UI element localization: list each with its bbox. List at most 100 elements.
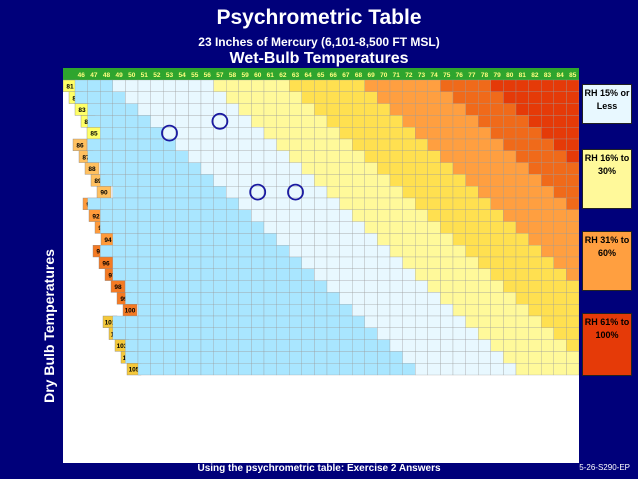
table-cell: [188, 115, 202, 128]
table-cell: [200, 174, 214, 187]
table-cell: [100, 162, 113, 175]
table-cell: [541, 351, 554, 364]
table-cell: [163, 304, 176, 317]
table-cell: [301, 351, 315, 364]
table-cell: [452, 233, 466, 246]
table-cell: [478, 197, 491, 210]
table-cell: [427, 221, 441, 234]
table-cell: [503, 233, 517, 246]
table-cell: [289, 304, 302, 317]
table-cell: [326, 256, 340, 269]
table-cell: [440, 150, 454, 163]
table-cell: [452, 162, 466, 175]
table-cell: [377, 327, 391, 340]
table-cell: [289, 292, 302, 305]
table-cell: [402, 363, 416, 376]
dry-bulb-label: 100: [125, 308, 136, 315]
table-cell: [528, 197, 542, 210]
table-cell: [112, 103, 126, 116]
table-cell: [553, 91, 567, 104]
table-cell: [100, 197, 113, 210]
table-cell: [175, 103, 189, 116]
table-cell: [465, 327, 479, 340]
table-cell: [238, 174, 252, 187]
table-cell: [415, 197, 428, 210]
wet-bulb-header: 50: [128, 72, 136, 79]
table-cell: [251, 103, 265, 116]
table-cell: [452, 315, 466, 328]
table-cell: [352, 233, 365, 246]
table-cell: [163, 327, 176, 340]
dry-bulb-label: 94: [104, 237, 112, 244]
table-cell: [503, 245, 517, 258]
table-cell: [150, 327, 164, 340]
table-cell: [389, 351, 403, 364]
table-cell: [566, 127, 579, 140]
table-cell: [213, 209, 227, 222]
table-cell: [440, 162, 454, 175]
table-cell: [326, 304, 340, 317]
table-cell: [213, 256, 227, 269]
table-cell: [364, 339, 378, 352]
table-cell: [226, 327, 239, 340]
table-cell: [188, 280, 202, 293]
table-cell: [213, 327, 227, 340]
table-cell: [175, 363, 189, 376]
table-cell: [490, 197, 504, 210]
dry-bulb-label: 96: [102, 261, 110, 268]
table-cell: [490, 127, 504, 140]
answer-circle: [287, 183, 304, 201]
table-cell: [263, 209, 277, 222]
table-cell: [125, 150, 139, 163]
table-cell: [251, 292, 265, 305]
table-cell: [74, 79, 88, 92]
table-cell: [515, 197, 529, 210]
table-cell: [238, 339, 252, 352]
table-cell: [478, 209, 491, 222]
table-cell: [452, 363, 466, 376]
footer-caption: Using the psychrometric table: Exercise …: [197, 463, 441, 474]
table-cell: [490, 315, 504, 328]
table-cell: [314, 339, 328, 352]
table-cell: [125, 197, 139, 210]
table-cell: [238, 351, 252, 364]
table-cell: [175, 304, 189, 317]
table-cell: [415, 245, 428, 258]
table-cell: [452, 221, 466, 234]
table-cell: [503, 363, 517, 376]
table-cell: [503, 91, 517, 104]
table-cell: [226, 280, 239, 293]
table-cell: [301, 91, 315, 104]
table-cell: [339, 363, 353, 376]
table-cell: [377, 233, 391, 246]
table-cell: [200, 127, 214, 140]
table-cell: [478, 351, 491, 364]
table-cell: [200, 339, 214, 352]
table-cell: [352, 327, 365, 340]
table-cell: [326, 186, 340, 199]
table-cell: [389, 256, 403, 269]
table-cell: [389, 91, 403, 104]
wet-bulb-header: 56: [204, 72, 212, 79]
table-cell: [389, 268, 403, 281]
table-cell: [213, 138, 227, 151]
table-cell: [276, 339, 290, 352]
table-cell: [289, 91, 302, 104]
table-cell: [263, 292, 277, 305]
table-cell: [289, 221, 302, 234]
table-cell: [553, 351, 567, 364]
table-cell: [238, 304, 252, 317]
table-cell: [440, 186, 454, 199]
answer-circle: [249, 183, 267, 201]
table-cell: [301, 150, 315, 163]
table-cell: [276, 174, 290, 187]
table-cell: [541, 233, 554, 246]
table-cell: [200, 103, 214, 116]
table-cell: [377, 268, 391, 281]
table-cell: [427, 351, 441, 364]
wet-bulb-header: 65: [317, 72, 325, 79]
table-cell: [415, 292, 428, 305]
table-cell: [163, 292, 176, 305]
table-cell: [289, 209, 302, 222]
dry-bulb-label: 99: [120, 296, 128, 303]
